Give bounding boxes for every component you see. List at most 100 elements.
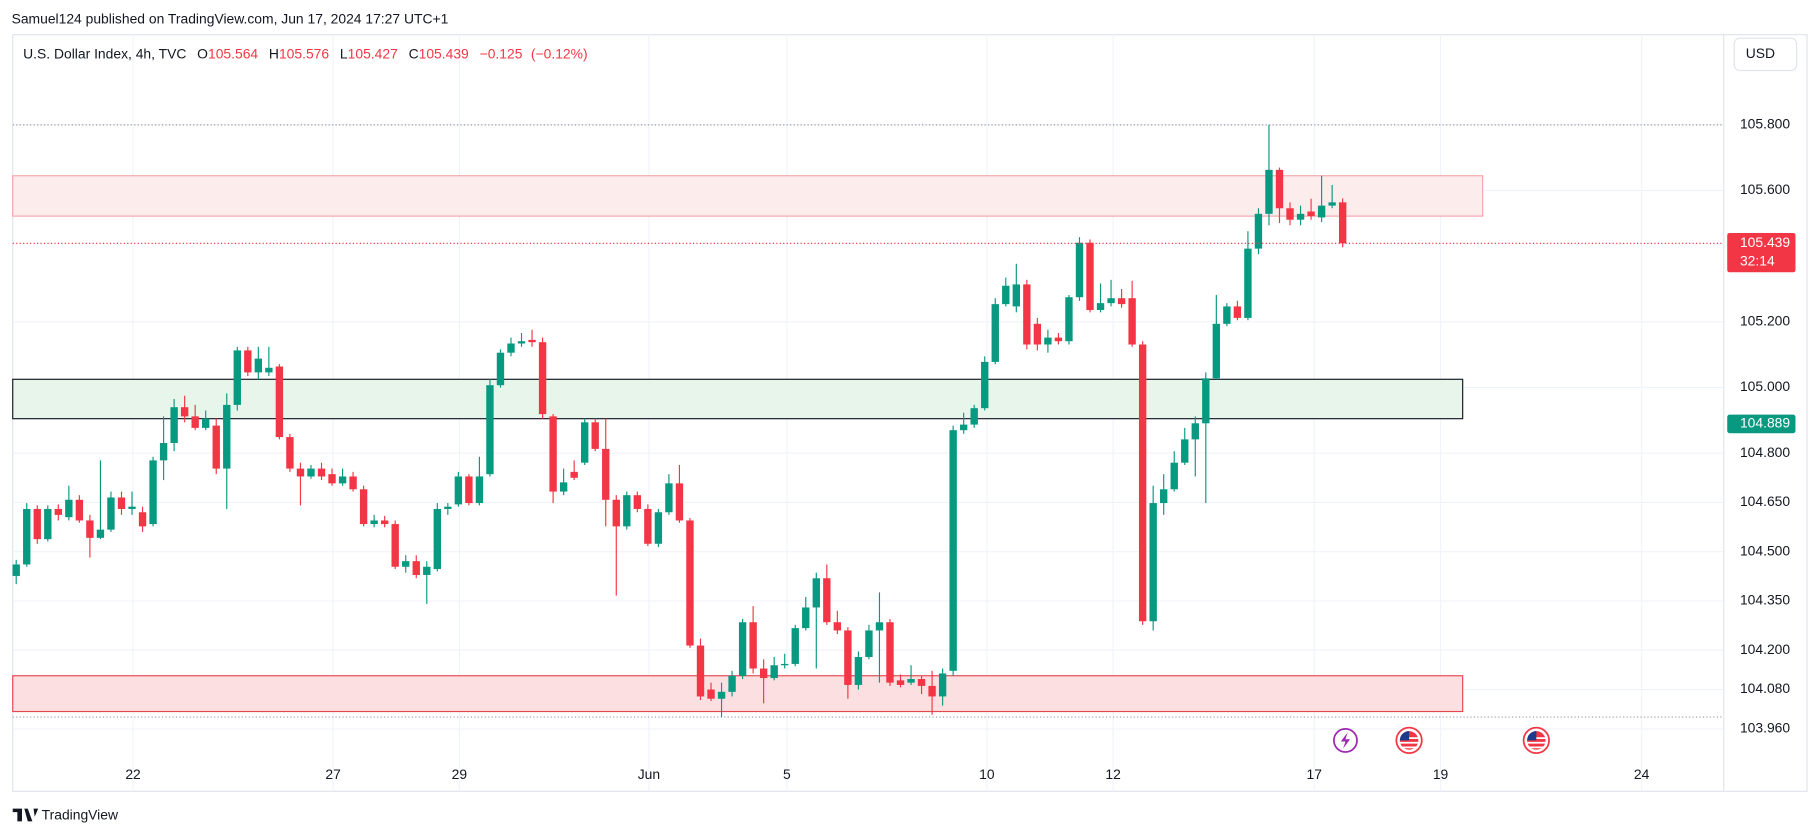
candle-body <box>380 520 389 525</box>
candle-body <box>1096 303 1105 311</box>
currency-button-label[interactable]: USD <box>1746 45 1775 61</box>
candle-body <box>875 622 884 631</box>
candle-body <box>486 385 494 475</box>
candle-body <box>1160 489 1168 504</box>
candle-body <box>549 416 557 492</box>
candle-body <box>1265 169 1273 214</box>
currency-button-box[interactable] <box>1733 37 1798 72</box>
candle-body <box>1002 285 1010 305</box>
zone <box>12 378 1464 420</box>
candle-body <box>517 341 526 344</box>
candle-body <box>791 628 799 664</box>
currency-button[interactable]: USD <box>1733 37 1798 72</box>
x-tick-label: 19 <box>1433 766 1449 782</box>
zone <box>12 675 1464 713</box>
candle-body <box>1254 213 1263 249</box>
y-tick-label: 104.500 <box>1740 542 1790 558</box>
candle-body <box>23 508 31 565</box>
y-tick-label: 105.800 <box>1740 116 1790 132</box>
y-tick-label: 105.200 <box>1740 313 1790 329</box>
candle-body <box>1044 337 1052 345</box>
candle-body <box>1286 208 1294 220</box>
candle-body <box>1086 242 1094 311</box>
candle-body <box>1244 248 1252 318</box>
candle-body <box>444 506 452 509</box>
candle-body <box>802 607 810 629</box>
x-tick-label: 22 <box>125 766 141 782</box>
candle-body <box>1138 344 1147 622</box>
legend-value: 105.439 <box>419 45 469 61</box>
candle-body <box>759 668 768 679</box>
brand-logo <box>12 808 39 822</box>
candle-body <box>1317 205 1326 218</box>
candle-body <box>1107 298 1115 304</box>
candle-body <box>749 622 757 669</box>
zones <box>12 124 1724 718</box>
x-tick-label: 27 <box>325 766 341 782</box>
candle-body <box>1117 298 1126 305</box>
candle-body <box>644 508 652 544</box>
candle-body <box>1181 439 1189 463</box>
zone <box>12 175 1484 217</box>
candle-body <box>528 339 536 343</box>
candle-body <box>286 437 294 469</box>
legend-letter: L <box>340 45 348 61</box>
candle-body <box>423 566 431 575</box>
legend-letter: C <box>409 45 419 61</box>
candle-body <box>370 520 378 525</box>
y-tick-label: 104.800 <box>1740 444 1790 460</box>
candle-body <box>128 506 136 509</box>
brand: TradingView <box>12 806 119 822</box>
candle-body <box>959 424 968 431</box>
x-tick-label: 29 <box>452 766 468 782</box>
candle-body <box>391 524 399 567</box>
y-tick-label: 104.350 <box>1740 592 1790 608</box>
legend-change: −0.125 <box>480 45 523 61</box>
candle-body <box>223 404 231 469</box>
y-tick-label: 104.650 <box>1740 493 1790 509</box>
legend-title: U.S. Dollar Index, 4h, TVC <box>23 45 186 61</box>
x-tick-label: 24 <box>1634 766 1650 782</box>
countdown-label: 32:14 <box>1740 253 1775 269</box>
candle-body <box>896 680 905 685</box>
candle-body <box>917 679 926 686</box>
candle-body <box>1128 298 1136 345</box>
legend: U.S. Dollar Index, 4h, TVC O105.564 H105… <box>23 45 587 61</box>
candle-body <box>823 578 831 623</box>
candle-body <box>612 499 620 527</box>
candle-body <box>496 352 505 386</box>
candle-body <box>1233 306 1242 318</box>
x-tick-label: 10 <box>979 766 995 782</box>
x-tick-label: Jun <box>638 766 660 782</box>
candle-body <box>1296 213 1305 220</box>
legend-letter: O <box>197 45 208 61</box>
legend-value: 105.564 <box>208 45 258 61</box>
candle-body <box>65 499 73 518</box>
candle-body <box>244 350 252 373</box>
candle-body <box>854 657 863 685</box>
candle-body <box>265 367 273 373</box>
y-tick-label: 103.960 <box>1740 720 1790 736</box>
candle-body <box>12 564 20 576</box>
candle-body <box>412 561 420 575</box>
price-label-box <box>1727 232 1796 273</box>
candle-body <box>1212 323 1221 379</box>
candle-body <box>591 422 599 449</box>
candle-body <box>570 471 578 478</box>
candle-body <box>538 342 547 415</box>
candle-body <box>402 561 410 567</box>
candle-body <box>1202 378 1210 424</box>
candle-body <box>1149 503 1157 622</box>
candle-body <box>307 468 315 477</box>
event-icon-bolt <box>1340 732 1351 749</box>
candle-body <box>107 497 115 530</box>
candle-body <box>117 497 126 509</box>
candle-body <box>602 448 610 500</box>
legend-change-pct: (−0.12%) <box>531 45 588 61</box>
candle-body <box>1223 306 1231 324</box>
candle-body <box>1065 297 1073 342</box>
event-icon[interactable] <box>1522 726 1550 754</box>
event-icon[interactable] <box>1395 726 1423 754</box>
